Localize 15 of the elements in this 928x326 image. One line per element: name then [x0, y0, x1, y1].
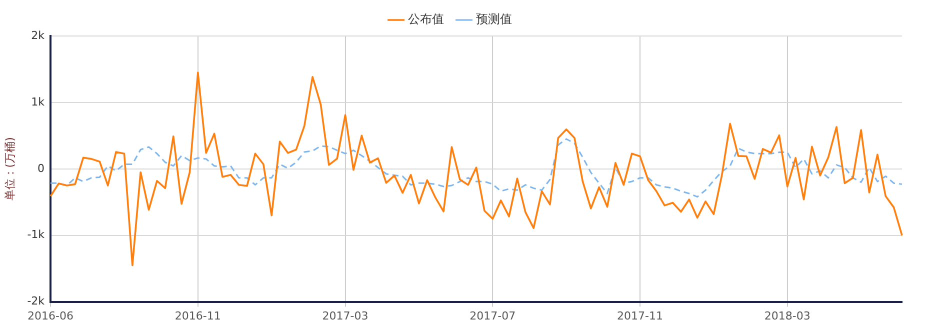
y-tick-label: -1k	[27, 228, 46, 242]
x-tick-label: 2017-11	[617, 309, 663, 322]
x-tick-label: 2016-11	[174, 309, 221, 322]
x-tick-label: 2017-03	[322, 309, 368, 322]
y-tick-label: 0	[38, 162, 45, 175]
y-tick-label: -2k	[27, 294, 46, 308]
y-tick-label: 2k	[31, 28, 46, 42]
line-series	[50, 138, 903, 198]
x-tick-label: 2016-06	[28, 309, 74, 322]
legend-label: 公布值	[408, 12, 444, 26]
x-tick-label: 2017-07	[470, 309, 516, 322]
x-tick-label: 2018-03	[764, 309, 810, 322]
y-axis-title: 单位：(万桶)	[3, 137, 16, 201]
legend-label: 预测值	[476, 12, 512, 26]
y-tick-label: 1k	[31, 95, 46, 108]
